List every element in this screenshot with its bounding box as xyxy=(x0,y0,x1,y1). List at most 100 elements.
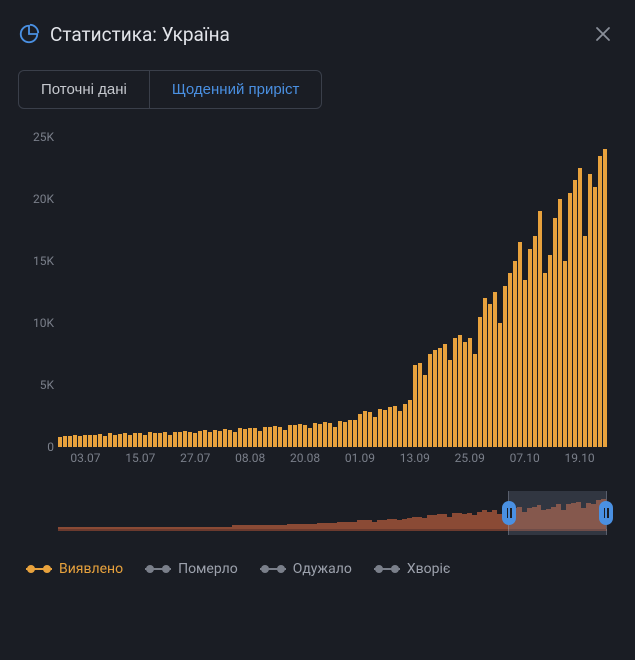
chart-bar xyxy=(303,425,307,447)
chart-bar xyxy=(283,430,287,447)
chart-bar xyxy=(398,411,402,447)
y-tick-label: 10K xyxy=(18,316,54,330)
chart-bar xyxy=(543,273,547,447)
chart-bar xyxy=(223,429,227,447)
legend-item[interactable]: Хворіє xyxy=(374,561,451,577)
chart-bar xyxy=(463,342,467,447)
chart-bar xyxy=(603,149,607,447)
legend-swatch xyxy=(374,564,400,574)
chart-legend: Виявлено Померло Одужало Хворіє xyxy=(26,561,617,577)
x-tick-label: 20.08 xyxy=(290,451,320,465)
chart-bar xyxy=(198,431,202,447)
legend-swatch xyxy=(145,564,171,574)
chart-bar xyxy=(268,427,272,447)
chart-bar xyxy=(218,431,222,447)
chart-bar xyxy=(128,435,132,447)
chart-bar xyxy=(328,423,332,447)
x-tick-label: 19.10 xyxy=(564,451,594,465)
tab-group: Поточні дані Щоденний приріст xyxy=(18,70,322,109)
chart-bar xyxy=(598,156,602,447)
chart-bar xyxy=(388,407,392,447)
tab-daily-growth[interactable]: Щоденний приріст xyxy=(149,71,322,108)
range-brush xyxy=(58,491,607,535)
x-tick-label: 01.09 xyxy=(345,451,375,465)
x-tick-label: 08.08 xyxy=(235,451,265,465)
chart-bar xyxy=(558,199,562,447)
chart-bar xyxy=(148,432,152,447)
chart-bar xyxy=(183,431,187,447)
chart-bar xyxy=(168,435,172,447)
legend-item[interactable]: Померло xyxy=(145,561,238,577)
chart-bar xyxy=(373,417,377,447)
chart-bar xyxy=(318,424,322,447)
chart-bar xyxy=(298,424,302,447)
chart-bar xyxy=(538,211,542,447)
chart-bar xyxy=(203,430,207,447)
chart-bar xyxy=(458,335,462,447)
chart-bar xyxy=(63,436,67,447)
chart-bar xyxy=(323,422,327,447)
chart-bar xyxy=(443,344,447,447)
legend-label: Хворіє xyxy=(407,561,451,577)
chart-bar xyxy=(453,338,457,447)
chart-bar xyxy=(188,432,192,448)
chart-bar xyxy=(548,255,552,447)
chart-bar xyxy=(393,406,397,447)
chart-bar xyxy=(58,437,62,447)
legend-item[interactable]: Одужало xyxy=(260,561,352,577)
chart-bar xyxy=(553,218,557,447)
chart-bar xyxy=(583,236,587,447)
chart-bar xyxy=(468,338,472,447)
chart-bar xyxy=(238,428,242,447)
chart-bar xyxy=(118,434,122,447)
chart-bar xyxy=(333,427,337,447)
brush-handle-left[interactable] xyxy=(502,501,516,525)
chart-bar xyxy=(353,420,357,447)
chart-bar xyxy=(488,304,492,447)
chart-bar xyxy=(473,354,477,447)
chart-bar xyxy=(403,404,407,447)
legend-swatch xyxy=(260,564,286,574)
stats-panel: Статистика: Україна Поточні дані Щоденни… xyxy=(0,0,635,660)
chart-bar xyxy=(93,435,97,447)
chart-bar xyxy=(363,411,367,447)
chart-bar xyxy=(563,261,567,447)
chart-bar xyxy=(158,433,162,447)
chart-bar xyxy=(213,430,217,447)
chart-bar xyxy=(503,286,507,447)
chart-bar xyxy=(423,375,427,447)
chart-bar xyxy=(253,428,257,447)
chart-bar xyxy=(258,431,262,447)
y-tick-label: 0 xyxy=(18,440,54,454)
chart-bar xyxy=(338,421,342,447)
legend-label: Одужало xyxy=(293,561,352,577)
chart-bar xyxy=(383,410,387,447)
x-tick-label: 25.09 xyxy=(455,451,485,465)
pie-chart-icon xyxy=(18,23,40,45)
chart-bar xyxy=(513,261,517,447)
chart-bar xyxy=(98,434,102,447)
x-tick-label: 03.07 xyxy=(70,451,100,465)
panel-title: Статистика: Україна xyxy=(50,23,579,46)
chart-bar xyxy=(438,348,442,447)
chart-bar xyxy=(343,422,347,447)
chart-bar xyxy=(418,363,422,447)
chart-bar xyxy=(73,435,77,447)
chart-bar xyxy=(448,360,452,447)
chart-bar xyxy=(278,427,282,447)
chart-bar xyxy=(113,435,117,447)
y-tick-label: 15K xyxy=(18,254,54,268)
chart-bar xyxy=(138,433,142,447)
chart-bar xyxy=(228,430,232,447)
legend-item[interactable]: Виявлено xyxy=(26,561,123,577)
chart-bar xyxy=(153,433,157,447)
close-button[interactable] xyxy=(589,20,617,48)
chart-bar xyxy=(528,249,532,447)
brush-window[interactable] xyxy=(508,491,607,535)
chart-bar xyxy=(88,435,92,447)
brush-handle-right[interactable] xyxy=(599,501,613,525)
chart-bar xyxy=(413,365,417,447)
tab-current-data[interactable]: Поточні дані xyxy=(19,71,149,108)
y-tick-label: 25K xyxy=(18,130,54,144)
chart-bar xyxy=(273,426,277,447)
